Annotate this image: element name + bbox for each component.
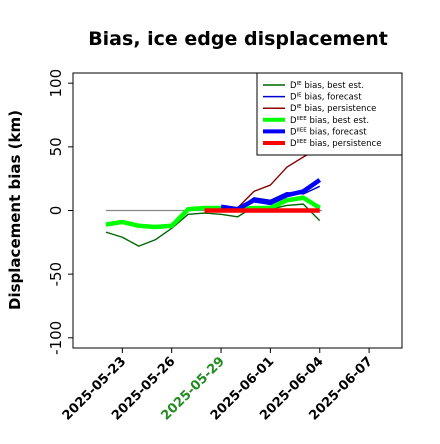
series-line-3 (105, 195, 321, 230)
y-tick-label: -100 (47, 321, 65, 355)
legend-label-0: DIE bias, best est. (290, 81, 364, 91)
legend-label-2: DIE bias, persistence (290, 104, 376, 114)
legend: DIE bias, best est. DIE bias, forecastDIE… (256, 72, 403, 156)
legend-label-3: DIIEE bias, best est. (290, 116, 369, 126)
legend-label-1: DIE bias, forecast (290, 93, 362, 103)
chart-title: Bias, ice edge displacement (88, 28, 388, 50)
legend-label-5: DIIEE bias, persistence (290, 139, 381, 149)
series-line-0 (105, 203, 321, 247)
y-tick-label: 50 (47, 137, 65, 156)
y-tick-label: 0 (47, 206, 65, 216)
y-tick-label: -50 (47, 262, 65, 287)
y-axis-label: Displacement bias (km) (6, 110, 24, 310)
legend-label-4: DIIEE bias, forecast (290, 127, 367, 137)
y-tick-label: 100 (47, 69, 65, 98)
